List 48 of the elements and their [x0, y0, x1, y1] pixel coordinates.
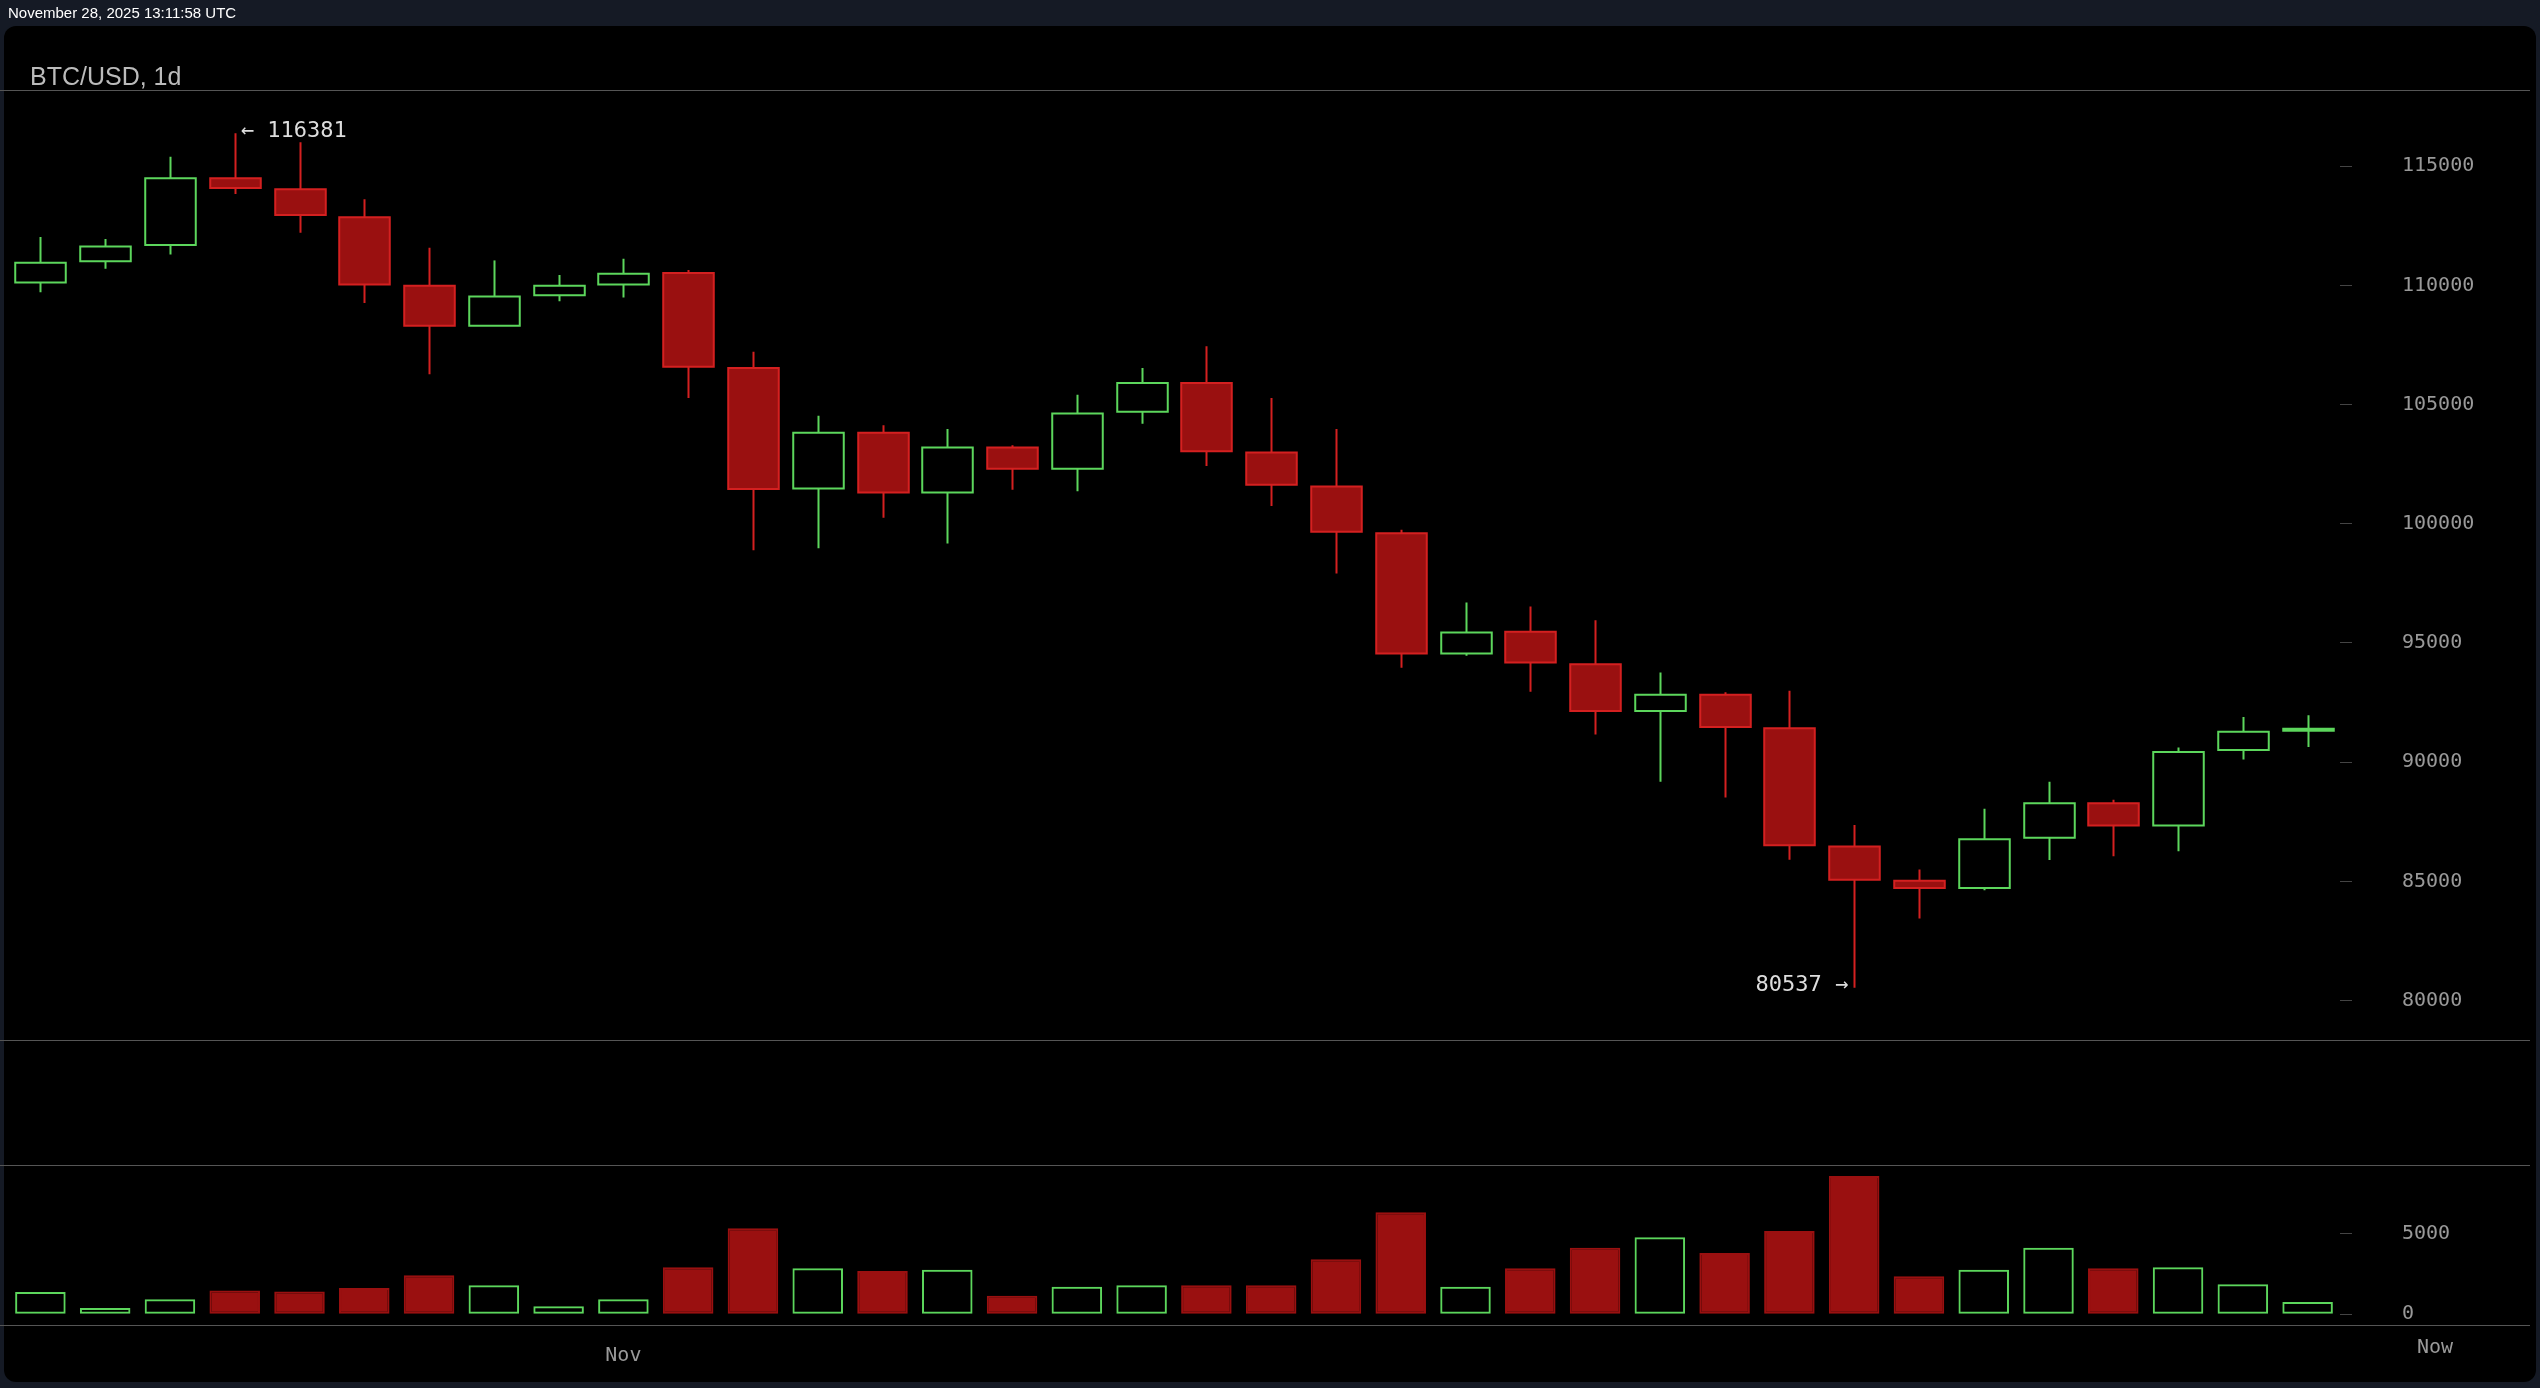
text: Now — [2416, 1334, 2455, 1359]
candlestick — [1958, 807, 2011, 892]
annotation: ← 116381 — [240, 117, 347, 143]
candlestick — [727, 350, 780, 552]
candlestick — [2282, 714, 2335, 748]
x-tick-label: Nov — [605, 1342, 642, 1367]
candlestick — [2217, 716, 2270, 761]
candlestick — [468, 259, 521, 327]
candlestick — [1051, 393, 1104, 493]
candlestick — [144, 155, 197, 256]
candlestick — [1440, 601, 1493, 657]
y-tick-label: 5000 — [2402, 1219, 2451, 1244]
candlestick — [338, 198, 391, 305]
y-tick-label: 110000 — [2402, 271, 2475, 296]
y-tick-label: 80000 — [2402, 986, 2463, 1011]
candlestick — [597, 257, 650, 299]
candlestick — [1116, 366, 1169, 425]
candlestick — [1245, 396, 1298, 507]
y-tick-label: 105000 — [2402, 390, 2475, 415]
candlestick — [14, 236, 67, 294]
text: November 28, 2025 13:11:58 UTC — [8, 4, 237, 21]
y-tick-label: 95000 — [2402, 629, 2463, 654]
candlestick — [533, 273, 586, 303]
candlestick — [1828, 824, 1881, 989]
y-tick-label: 90000 — [2402, 748, 2463, 773]
candlestick — [662, 268, 715, 399]
candlestick — [1634, 671, 1687, 783]
chart-title: BTC/USD, 1d — [30, 62, 182, 91]
candlestick — [2087, 798, 2140, 858]
candlestick — [921, 427, 974, 545]
y-tick-label: 85000 — [2402, 867, 2463, 892]
candlestick — [403, 246, 456, 376]
candlestick — [1763, 689, 1816, 861]
candlestick — [1180, 345, 1233, 468]
candlestick — [274, 141, 327, 234]
candlestick — [2152, 746, 2205, 853]
annotation: 80537 → — [1755, 971, 1849, 997]
candlestick — [1310, 427, 1363, 575]
candlestick — [857, 424, 910, 519]
candlestick — [1699, 691, 1752, 799]
candlestick — [79, 237, 132, 270]
y-tick-label: 100000 — [2402, 509, 2475, 534]
candlestick — [2023, 780, 2076, 862]
candlestick — [1504, 605, 1557, 693]
candlestick — [1569, 619, 1622, 736]
y-tick-label: 0 — [2402, 1300, 2415, 1325]
candlestick — [792, 414, 845, 550]
y-tick-label: 115000 — [2402, 152, 2475, 177]
